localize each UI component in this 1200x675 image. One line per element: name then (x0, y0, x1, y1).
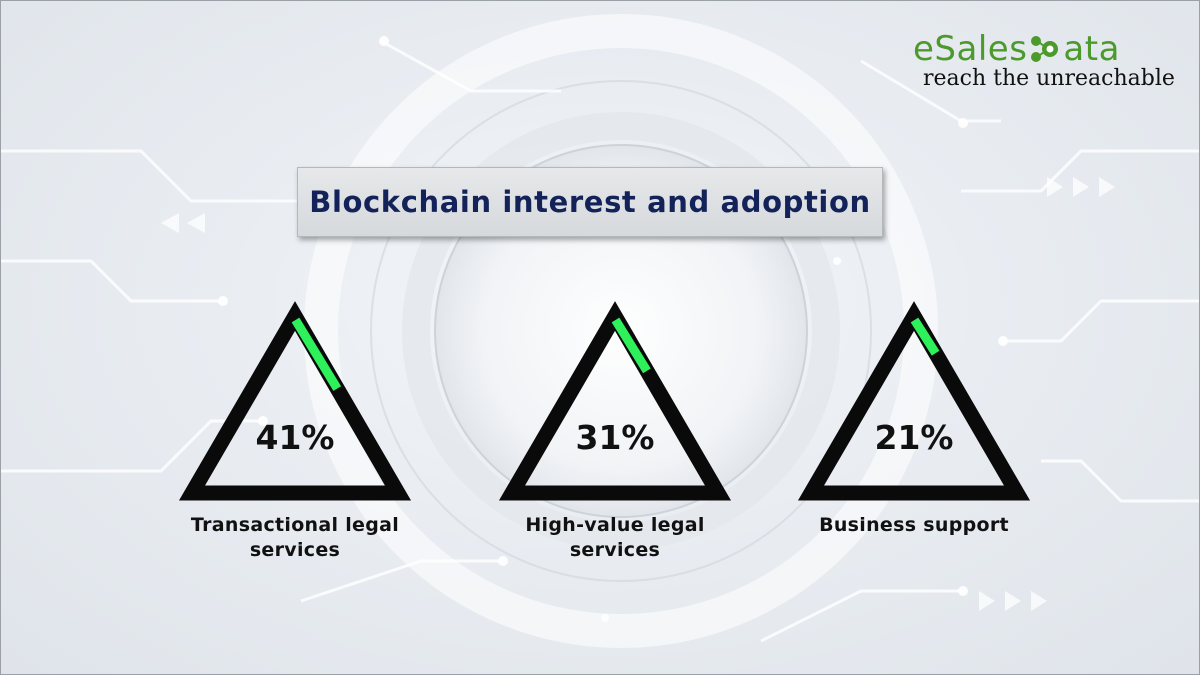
gauge-track (797, 301, 1031, 501)
chart-title-box: Blockchain interest and adoption (297, 167, 883, 237)
category-label-line: High-value legal (525, 514, 705, 536)
category-label-line: Transactional legal (190, 514, 400, 536)
gauge-track (498, 301, 732, 501)
gauge-value-label: 31% (576, 418, 655, 457)
gauge-track (178, 301, 412, 501)
logo-text-post: ata (1063, 29, 1120, 69)
logo-wordmark: eSales ata (913, 29, 1173, 69)
chart-title: Blockchain interest and adoption (309, 185, 871, 219)
category-label: Business support (784, 513, 1044, 538)
esalesdata-logo: eSales ata reach the unreachable (913, 29, 1175, 91)
category-label-line: services (569, 539, 661, 561)
gauge-fill (291, 317, 342, 391)
gauge-3: 21% (797, 301, 1031, 501)
logo-tagline: reach the unreachable (923, 66, 1175, 91)
molecule-icon (1031, 36, 1059, 62)
category-label: Transactional legal services (165, 513, 425, 563)
category-label: High-value legal services (485, 513, 745, 563)
gauge-2: 31% (498, 301, 732, 501)
gauge-1: 41% (178, 301, 412, 501)
gauge-value-label: 21% (875, 418, 954, 457)
logo-text-pre: eSales (913, 29, 1028, 69)
gauge-fill (611, 317, 651, 374)
gauge-fill (910, 317, 940, 356)
category-label-line: services (249, 539, 341, 561)
gauge-value-label: 41% (256, 418, 335, 457)
category-label-line: Business support (819, 514, 1009, 536)
